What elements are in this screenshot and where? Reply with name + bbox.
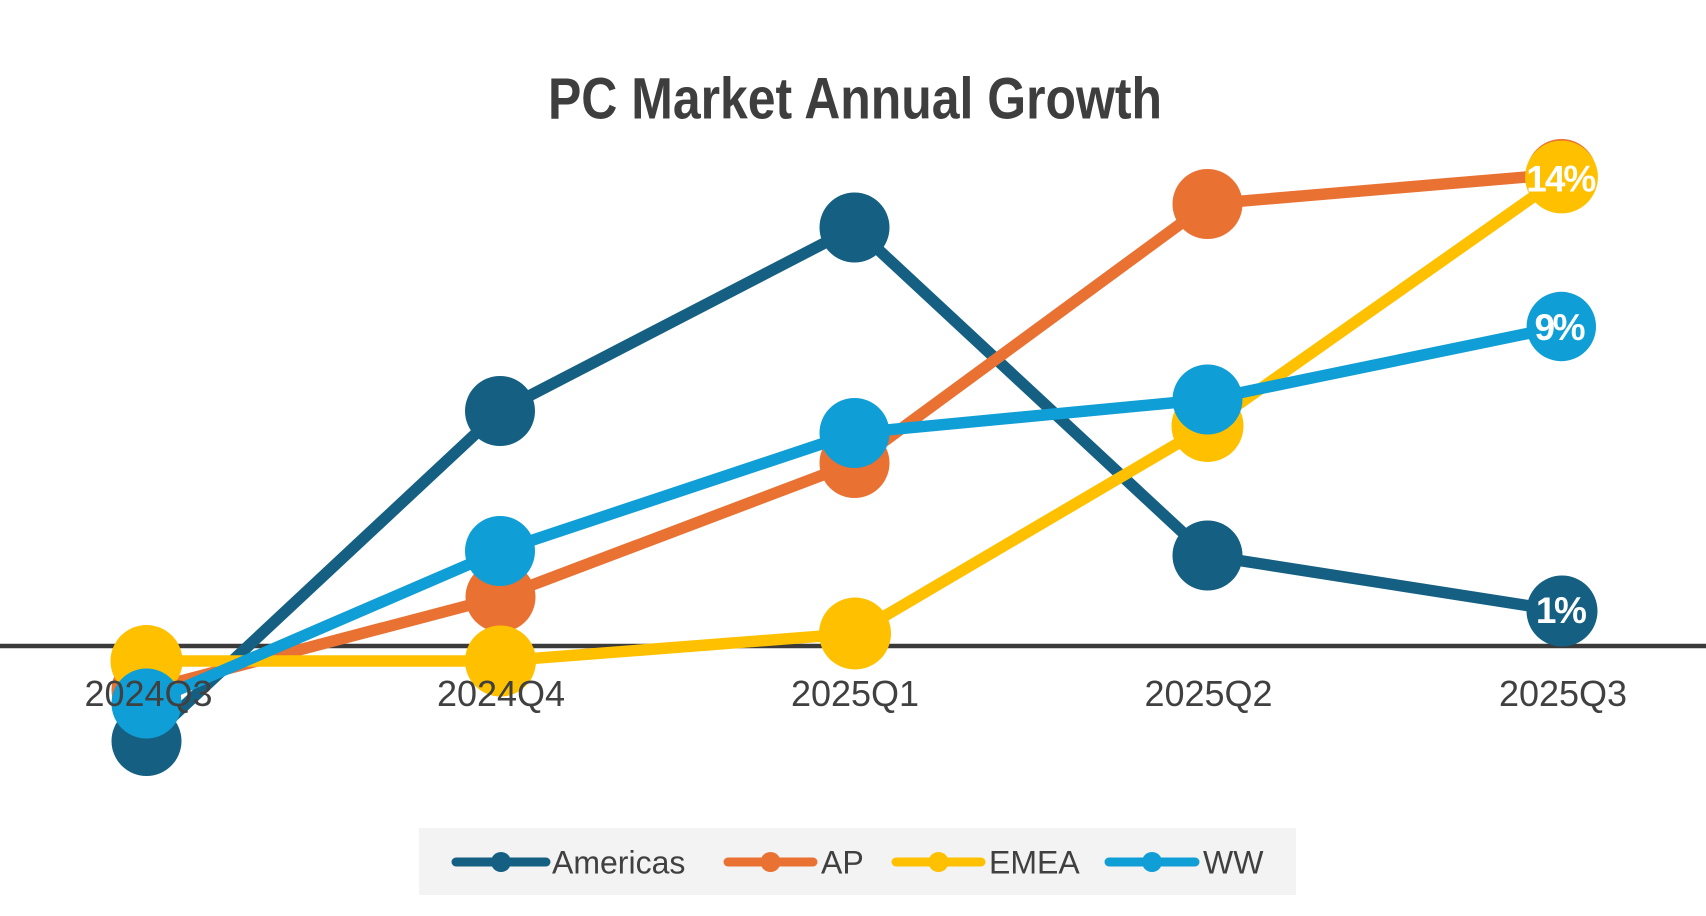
svg-text:9%: 9% [1535, 307, 1586, 348]
svg-text:2025Q2: 2025Q2 [1144, 673, 1272, 714]
svg-text:AP: AP [821, 845, 864, 881]
svg-text:WW: WW [1203, 845, 1264, 881]
svg-text:2025Q1: 2025Q1 [791, 673, 919, 714]
svg-text:2025Q3: 2025Q3 [1499, 673, 1627, 714]
svg-text:2024Q3: 2024Q3 [84, 673, 212, 714]
svg-text:Americas: Americas [552, 845, 685, 881]
svg-text:1%: 1% [1536, 590, 1587, 631]
svg-text:2024Q4: 2024Q4 [437, 673, 565, 714]
svg-text:EMEA: EMEA [989, 845, 1080, 881]
svg-text:14%: 14% [1526, 159, 1596, 200]
svg-text:PC Market Annual Growth: PC Market Annual Growth [548, 67, 1162, 132]
